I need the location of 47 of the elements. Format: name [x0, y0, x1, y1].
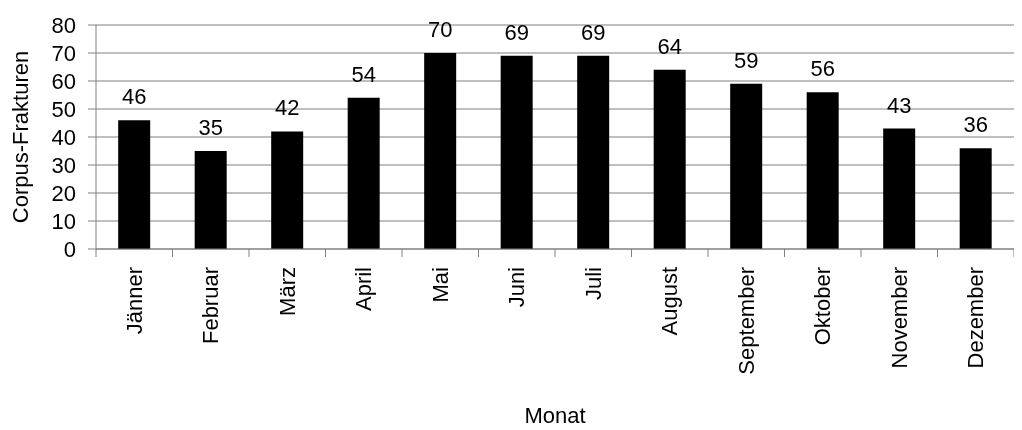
bar — [118, 120, 151, 249]
x-tick-label: August — [657, 267, 683, 336]
data-label: 43 — [886, 92, 912, 118]
bar — [730, 83, 763, 249]
y-tick-label: 60 — [51, 68, 76, 94]
bar — [806, 92, 839, 249]
y-tick-label: 40 — [51, 124, 76, 150]
data-label: 54 — [351, 61, 376, 87]
y-tick-label: 20 — [51, 180, 76, 206]
x-tick-label: Februar — [198, 267, 224, 345]
x-tick-label: November — [886, 267, 912, 369]
data-label: 36 — [963, 112, 988, 138]
x-tick-label: Juli — [580, 267, 606, 301]
bar — [500, 55, 533, 249]
y-tick-label: 50 — [51, 96, 76, 122]
data-label: 35 — [198, 115, 223, 140]
x-tick-label: Oktober — [810, 267, 836, 346]
y-axis-title: Corpus-Frakturen — [7, 50, 33, 224]
data-label: 46 — [121, 84, 147, 110]
x-axis-title: Monat — [524, 403, 586, 428]
bar — [577, 55, 610, 249]
y-tick-label: 0 — [63, 236, 76, 262]
data-label: 69 — [580, 19, 606, 45]
data-label: 64 — [657, 33, 682, 59]
data-label: 69 — [504, 19, 529, 45]
bar — [653, 69, 686, 249]
x-tick-label: Dezember — [963, 267, 989, 369]
data-label: 56 — [810, 56, 835, 82]
bar — [424, 53, 457, 249]
bar — [271, 131, 304, 249]
y-tick-label: 30 — [51, 152, 76, 178]
data-label: 70 — [427, 17, 453, 42]
x-tick-label: September — [733, 267, 759, 375]
x-tick-label: April — [351, 267, 377, 312]
bar — [347, 97, 380, 249]
y-tick-label: 80 — [51, 12, 76, 38]
x-tick-label: Jänner — [121, 267, 147, 335]
x-tick-label: März — [274, 267, 300, 316]
y-tick-label: 70 — [51, 40, 76, 66]
data-label: 59 — [733, 47, 759, 73]
bar — [959, 148, 992, 249]
data-label: 42 — [274, 95, 300, 121]
y-tick-label: 10 — [51, 208, 76, 234]
bar — [883, 128, 916, 249]
x-tick-label: Mai — [427, 267, 453, 303]
bar — [194, 151, 227, 249]
x-tick-label: Juni — [504, 267, 530, 308]
